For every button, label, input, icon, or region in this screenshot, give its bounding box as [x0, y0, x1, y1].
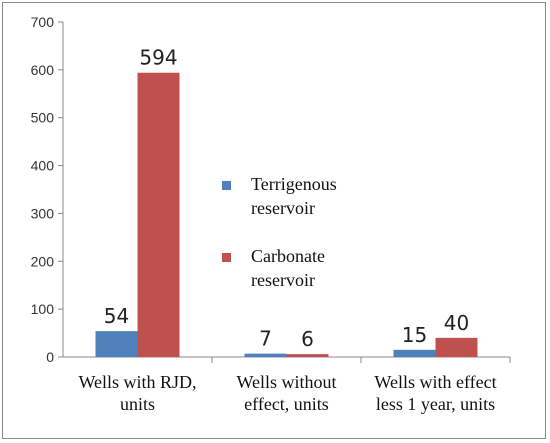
- legend-label-series1: reservoir: [251, 198, 315, 218]
- data-label-series1-3: 15: [402, 323, 427, 347]
- data-label-series1-2: 7: [259, 327, 272, 351]
- y-tick-label: 500: [31, 110, 55, 126]
- legend-swatch-series1: [222, 181, 231, 190]
- category-labels: Wells with RJD,units Wells withouteffect,…: [78, 372, 496, 414]
- y-tick-label: 600: [31, 62, 55, 78]
- bar-series2-2: [286, 354, 329, 357]
- y-tick-label: 700: [31, 14, 55, 30]
- chart-frame: [2, 2, 546, 439]
- data-label-series2-1: 594: [139, 46, 177, 70]
- data-label-series2-3: 40: [444, 311, 469, 335]
- y-tick-label: 300: [31, 205, 55, 221]
- category-label: units: [120, 394, 155, 414]
- legend-swatch-series2: [222, 253, 231, 262]
- legend-label-series1: Terrigenous: [251, 174, 337, 194]
- y-tick-label: 400: [31, 158, 55, 174]
- y-tick-label: 100: [31, 301, 55, 317]
- category-label: effect, units: [244, 394, 329, 414]
- legend-label-series2: Carbonate: [251, 246, 325, 266]
- legend-label-series2: reservoir: [251, 270, 315, 290]
- category-label: Wells without: [236, 372, 336, 392]
- data-label-series1-1: 54: [104, 304, 129, 328]
- bar-series1-1: [95, 331, 138, 357]
- data-label-series2-2: 6: [301, 327, 314, 351]
- category-label: less 1 year, units: [376, 394, 495, 414]
- bar-series2-1: [137, 72, 180, 357]
- bar-series1-2: [244, 353, 287, 357]
- bar-series2-3: [435, 337, 478, 357]
- legend: Terrigenous reservoir Carbonate reservoir: [222, 174, 337, 290]
- bar-series1-3: [393, 349, 436, 357]
- data-labels: 54 7 15 594 6 40: [104, 46, 469, 351]
- bars: [95, 72, 478, 357]
- y-tick-label: 0: [46, 349, 54, 365]
- category-label: Wells with RJD,: [78, 372, 196, 392]
- y-tick-label: 200: [31, 253, 55, 269]
- category-label: Wells with effect: [374, 372, 496, 392]
